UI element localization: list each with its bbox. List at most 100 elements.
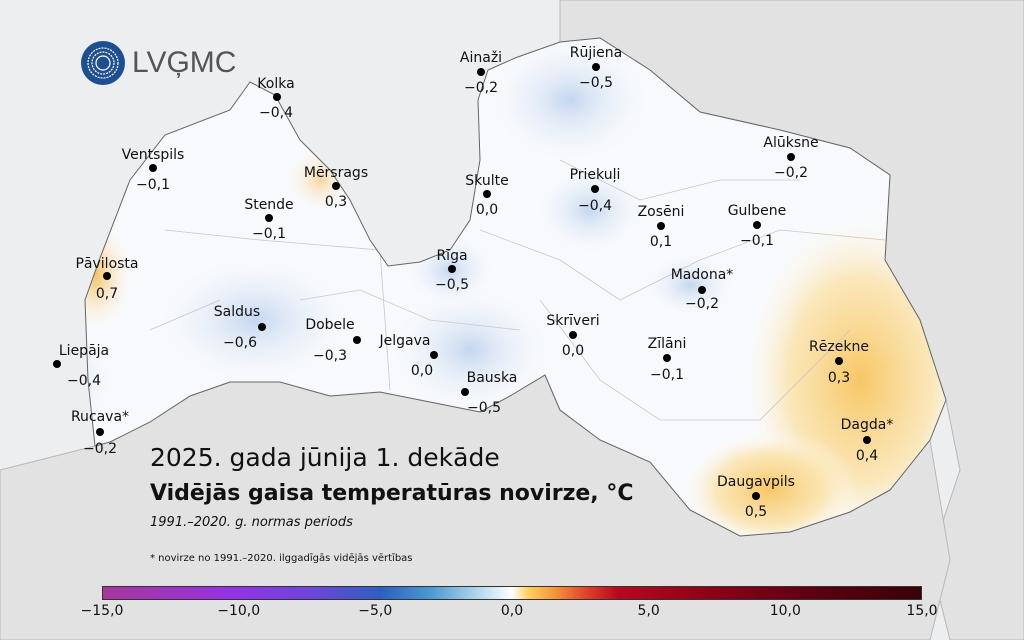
station-value: −0,4	[578, 198, 612, 214]
station-dot	[353, 336, 361, 344]
station-dot	[591, 185, 599, 193]
station-value: −0,2	[774, 165, 808, 181]
station-name: Stende	[244, 197, 293, 213]
colorbar-tick: 0,0	[500, 603, 524, 619]
station-name: Dobele	[305, 317, 354, 333]
station-name: Bauska	[467, 370, 518, 386]
station-name: Kolka	[257, 76, 294, 92]
station-value: 0,3	[325, 194, 347, 210]
station-name: Zosēni	[638, 204, 685, 220]
station-dot	[663, 354, 671, 362]
station-name: Mērsrags	[304, 165, 368, 181]
station-value: 0,4	[856, 448, 878, 464]
station-name: Rūjiena	[570, 45, 622, 61]
colorbar	[102, 586, 922, 600]
colorbar-tick: −15,0	[80, 603, 124, 619]
station-value: 0,0	[562, 343, 584, 359]
station-dot	[835, 357, 843, 365]
station-ainaži: Ainaži −0,2	[460, 50, 502, 96]
station-dot	[149, 164, 157, 172]
station-zīlāni: Zīlāni −0,1	[648, 336, 687, 383]
station-alūksne: Alūksne −0,2	[763, 135, 818, 181]
station-name: Jelgava	[379, 333, 431, 349]
station-dot	[332, 182, 340, 190]
station-dot	[448, 265, 456, 273]
station-name: Skulte	[465, 173, 508, 189]
station-pāvilosta: Pāvilosta 0,7	[75, 256, 138, 302]
station-name: Alūksne	[763, 135, 818, 151]
map-title: Vidējās gaisa temperatūras novirze, °C	[150, 481, 634, 506]
station-name: Rīga	[436, 248, 467, 264]
station-value: −0,5	[579, 75, 613, 91]
station-name: Pāvilosta	[75, 256, 138, 272]
station-gulbene: Gulbene −0,1	[728, 203, 787, 249]
station-name: Ainaži	[460, 50, 502, 66]
station-name: Madona*	[671, 267, 734, 283]
station-dot	[483, 190, 491, 198]
station-value: −0,1	[252, 226, 286, 242]
colorbar-tick: 10,0	[769, 603, 801, 619]
station-rūjiena: Rūjiena −0,5	[570, 45, 622, 91]
station-daugavpils: Daugavpils 0,5	[717, 474, 795, 520]
station-value: −0,4	[259, 105, 293, 121]
period-title: 2025. gada jūnija 1. dekāde	[150, 443, 500, 472]
station-value: −0,4	[67, 373, 101, 389]
station-dot	[103, 272, 111, 280]
station-madona: Madona* −0,2	[671, 267, 734, 312]
station-value: −0,6	[223, 335, 257, 351]
station-dot	[569, 331, 577, 339]
footnote: * novirze no 1991.–2020. ilggadīgās vidē…	[150, 553, 413, 564]
station-rīga: Rīga −0,5	[435, 248, 469, 293]
station-value: 0,0	[476, 202, 498, 218]
station-jelgava: Jelgava 0,0	[379, 333, 438, 379]
station-skrīveri: Skrīveri 0,0	[546, 313, 599, 359]
station-dot	[698, 286, 706, 294]
station-value: −0,5	[467, 400, 501, 416]
station-dagda: Dagda* 0,4	[841, 417, 894, 464]
station-dot	[430, 351, 438, 359]
station-name: Rēzekne	[809, 339, 869, 355]
station-value: −0,1	[650, 367, 684, 383]
station-value: 0,5	[745, 504, 767, 520]
station-zosēni: Zosēni 0,1	[638, 204, 685, 250]
station-dot	[787, 153, 795, 161]
station-name: Skrīveri	[546, 313, 599, 329]
colorbar-ticks: −15,0 −10,0 −5,0 0,0 5,0 10,0 15,0	[81, 603, 938, 623]
station-value: 0,0	[411, 363, 433, 379]
station-dot	[265, 214, 273, 222]
station-name: Rucava*	[71, 409, 129, 425]
station-value: −0,3	[313, 348, 347, 364]
station-dot	[461, 388, 469, 396]
station-stende: Stende −0,1	[244, 197, 293, 242]
station-dot	[96, 428, 104, 436]
station-mērsrags: Mērsrags 0,3	[304, 165, 368, 210]
logo-text: LVĢMC	[132, 46, 237, 79]
station-dot	[273, 93, 281, 101]
station-value: −0,5	[435, 277, 469, 293]
station-dot	[53, 360, 61, 368]
station-value: −0,2	[464, 80, 498, 96]
logo: LVĢMC	[80, 40, 236, 86]
colorbar-tick: −10,0	[217, 603, 261, 619]
station-dot	[477, 68, 485, 76]
station-name: Dagda*	[841, 417, 894, 433]
station-name: Ventspils	[122, 147, 185, 163]
colorbar-tick: 15,0	[906, 603, 938, 619]
colorbar-tick: 5,0	[637, 603, 660, 619]
station-value: −0,2	[83, 441, 117, 457]
station-dot	[753, 221, 761, 229]
station-rucava: Rucava* −0,2	[71, 409, 129, 457]
stations-layer: Kolka −0,4 Ventspils −0,1 Mērsrags 0,3 Stende −…	[53, 45, 893, 520]
station-dot	[592, 63, 600, 71]
colorbar-tick: −5,0	[358, 603, 393, 619]
station-name: Daugavpils	[717, 474, 795, 490]
station-value: −0,1	[136, 177, 170, 193]
station-ventspils: Ventspils −0,1	[122, 147, 185, 193]
station-liepāja: Liepāja −0,4	[53, 343, 109, 389]
station-name: Zīlāni	[648, 336, 687, 352]
station-priekuļi: Priekuļi −0,4	[570, 167, 621, 214]
station-name: Liepāja	[59, 343, 109, 359]
station-skulte: Skulte 0,0	[465, 173, 508, 218]
station-dot	[258, 323, 266, 331]
